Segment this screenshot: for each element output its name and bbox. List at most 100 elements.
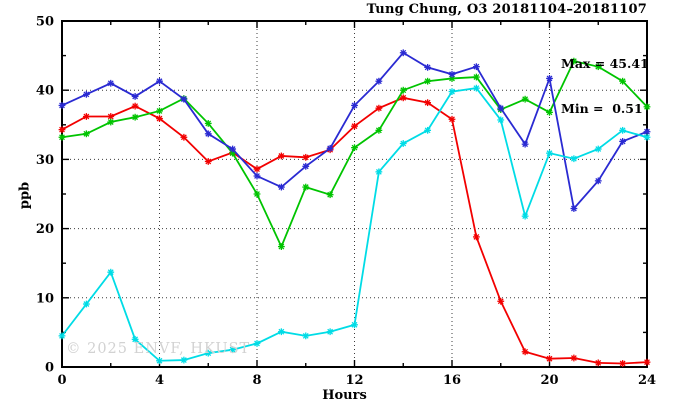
series-cyan-marker [277, 328, 285, 336]
series-cyan-marker [229, 346, 237, 354]
max-value-label: Max = 45.41 [561, 56, 649, 71]
series-blue-marker [351, 102, 358, 109]
series-cyan-marker [156, 357, 163, 365]
watermark: © 2025 ENVF, HKUST [66, 341, 251, 357]
series-green-marker [58, 133, 66, 141]
series-blue-marker [253, 172, 261, 180]
series-green-marker [546, 108, 553, 116]
series-green-marker [326, 191, 334, 199]
series-blue-marker [448, 70, 456, 78]
series-blue-marker [180, 95, 188, 103]
series-cyan-marker [643, 133, 651, 141]
x-axis-label: Hours [322, 388, 367, 403]
series-red-marker [448, 115, 456, 123]
y-tick-label: 40 [36, 84, 54, 99]
series-blue-marker [302, 162, 310, 170]
series-red-marker [58, 126, 66, 134]
series-green-marker [594, 63, 602, 71]
series-cyan-marker [253, 340, 261, 347]
series-red-marker [82, 113, 90, 120]
series-green-marker [424, 77, 432, 85]
series-red-marker [399, 94, 407, 102]
series-green-marker [82, 130, 90, 138]
series-blue-marker [424, 63, 432, 71]
x-tick-label: 8 [252, 373, 261, 388]
series-green-marker [277, 243, 285, 250]
x-tick-label: 16 [443, 373, 461, 388]
min-value-label: Min = 0.51 [561, 101, 643, 116]
series-blue-marker [58, 102, 66, 109]
series-green-marker [570, 57, 578, 65]
series-blue-marker [399, 49, 407, 57]
series-cyan-marker [326, 328, 334, 336]
series-green-marker [472, 73, 480, 81]
series-green-marker [204, 120, 212, 127]
series-red-marker [497, 297, 505, 305]
series-cyan-marker [131, 335, 139, 343]
series-blue-marker [229, 145, 237, 153]
max-min-annotation: Max = 45.41 Min = 0.51 [561, 26, 649, 146]
series-green-marker [156, 107, 163, 115]
y-tick-label: 0 [45, 361, 54, 376]
series-cyan-marker [180, 356, 188, 364]
x-tick-label: 20 [540, 373, 558, 388]
series-cyan-marker [521, 212, 529, 220]
series-green-marker [107, 118, 115, 126]
x-tick-label: 12 [345, 373, 363, 388]
series-blue-marker [619, 138, 627, 145]
series-blue-marker [375, 77, 383, 85]
series-cyan-marker [619, 126, 627, 134]
series-cyan-marker [107, 268, 115, 276]
series-red-marker [180, 133, 188, 141]
series-cyan-marker [594, 145, 602, 153]
series-cyan-marker [204, 349, 212, 357]
series-cyan-marker [302, 332, 310, 340]
series-blue-marker [82, 90, 90, 98]
series-blue-marker [594, 177, 602, 185]
series-cyan-marker [424, 126, 432, 134]
series-red-marker [302, 153, 310, 161]
series-cyan-marker [472, 84, 480, 92]
series-green-marker [253, 190, 261, 198]
y-tick-label: 30 [36, 153, 54, 168]
series-red-marker [594, 359, 602, 367]
series-blue-marker [131, 93, 139, 100]
series-cyan-marker [82, 300, 90, 308]
series-red-marker [253, 165, 261, 173]
series-green-marker [521, 95, 529, 103]
series-red-marker [424, 99, 432, 107]
y-tick-label: 10 [36, 291, 54, 306]
series-red-marker [570, 354, 578, 362]
series-blue-marker [277, 183, 285, 191]
series-blue-marker [521, 140, 529, 148]
series-green-marker [131, 113, 139, 121]
x-tick-label: 4 [155, 373, 164, 388]
series-blue-marker [326, 144, 334, 152]
chart-title: Tung Chung, O3 20181104–20181107 [366, 2, 647, 17]
series-red-marker [619, 360, 627, 367]
series-red-marker [204, 158, 212, 165]
series-blue-marker [472, 63, 480, 71]
series-blue-marker [643, 128, 651, 136]
series-red-marker [277, 152, 285, 160]
series-cyan-marker [351, 321, 358, 329]
series-red-marker [546, 355, 553, 363]
series-red-marker [351, 122, 358, 130]
series-red-marker [521, 348, 529, 356]
series-green-marker [399, 86, 407, 94]
series-blue-marker [107, 79, 115, 87]
series-red-marker [156, 115, 163, 122]
series-green-marker [643, 103, 651, 111]
series-blue-marker [204, 130, 212, 138]
series-cyan-marker [399, 140, 407, 147]
series-blue-marker [570, 205, 578, 212]
series-cyan-marker [546, 149, 553, 157]
y-tick-label: 20 [36, 222, 54, 237]
series-blue-marker [156, 77, 163, 85]
x-tick-label: 24 [638, 373, 656, 388]
x-tick-label: 0 [57, 373, 66, 388]
series-red-marker [472, 233, 480, 241]
series-cyan-marker [570, 155, 578, 163]
series-red-marker [375, 104, 383, 112]
